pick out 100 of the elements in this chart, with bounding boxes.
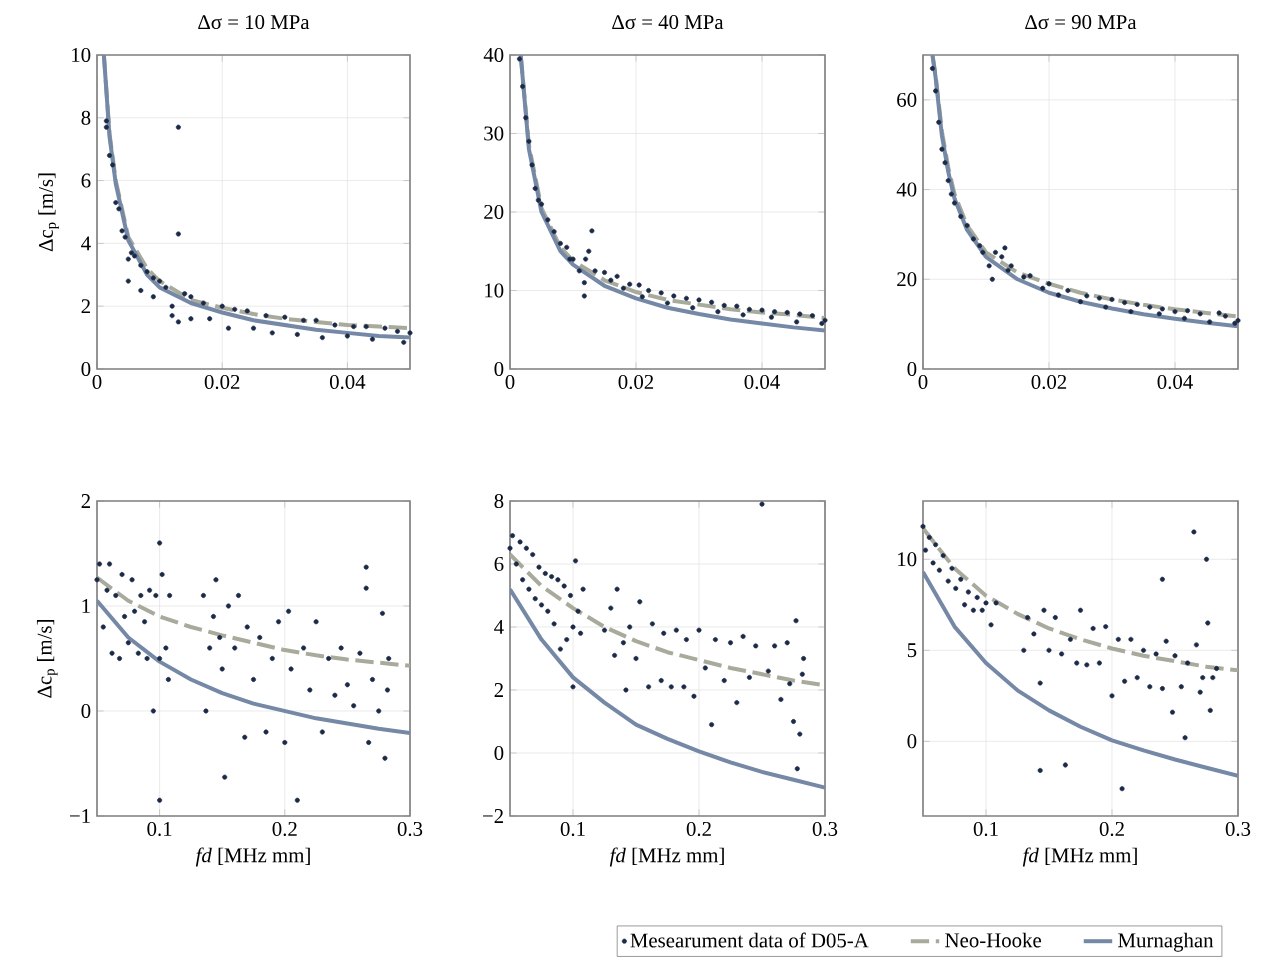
point — [532, 185, 538, 191]
point — [1027, 273, 1033, 279]
point — [301, 317, 307, 323]
point — [1021, 274, 1027, 280]
point — [351, 324, 357, 330]
x-tick-label: 0.1 — [973, 821, 998, 837]
point — [1008, 263, 1014, 269]
y-tick-label: 2 — [494, 683, 503, 697]
point — [948, 191, 954, 197]
point — [1040, 285, 1046, 291]
legend-label: Murnaghan — [1118, 932, 1214, 952]
point — [1096, 295, 1102, 301]
y-tick-label: 30 — [484, 126, 504, 141]
point — [576, 268, 582, 274]
point — [122, 234, 128, 240]
point — [933, 88, 939, 94]
point — [110, 162, 116, 168]
point — [269, 330, 275, 336]
x-tick-label: 0.2 — [272, 821, 297, 837]
point — [1159, 306, 1165, 312]
point — [1055, 292, 1061, 298]
point — [313, 317, 319, 323]
y-tick-label: 20 — [897, 272, 917, 287]
point — [715, 309, 721, 315]
y-tick-label: 2 — [81, 299, 90, 314]
point — [263, 313, 269, 319]
chart-title: Δσ = 40 MPa — [612, 15, 724, 30]
point — [945, 178, 951, 184]
y-tick-label: −2 — [483, 809, 503, 823]
point — [163, 284, 169, 290]
y-axis-title: Δc$_{p}$ [m/s] — [38, 173, 59, 252]
point — [690, 305, 696, 311]
point — [794, 319, 800, 325]
point — [169, 313, 175, 319]
point — [200, 300, 206, 306]
point — [294, 331, 300, 337]
point — [225, 325, 231, 331]
point — [671, 293, 677, 299]
point — [132, 253, 138, 259]
point — [759, 307, 765, 313]
line-series — [923, 570, 1238, 778]
point — [1078, 299, 1084, 305]
point — [772, 309, 778, 315]
point — [394, 328, 400, 334]
point — [809, 313, 815, 319]
point — [570, 256, 576, 262]
x-tick-label: 0.2 — [1099, 821, 1124, 837]
point — [175, 319, 181, 325]
y-tick-label: 6 — [81, 173, 91, 188]
point — [683, 295, 689, 301]
point — [1005, 267, 1011, 273]
point — [150, 294, 156, 300]
chart-title: Δσ = 10 MPa — [198, 15, 310, 30]
y-tick-label: −1 — [70, 809, 90, 823]
point — [581, 293, 587, 299]
point — [529, 162, 535, 168]
point — [232, 306, 238, 312]
y-tick-label: 40 — [896, 182, 917, 197]
point — [138, 262, 144, 268]
chart-title: Δσ = 90 MPa — [1025, 15, 1137, 30]
point — [986, 263, 992, 269]
point — [344, 333, 350, 339]
point — [1134, 301, 1140, 307]
x-axis-title: fd [MHz mm] — [1022, 847, 1137, 867]
point — [103, 124, 109, 130]
x-tick-label: 0 — [918, 374, 928, 389]
point — [219, 303, 225, 309]
point — [207, 316, 213, 322]
y-axis-title: Δc$_{p}$ [m/s] — [36, 620, 58, 698]
point — [740, 312, 746, 318]
y-tick-label: 0 — [494, 361, 504, 377]
point — [319, 335, 325, 341]
point — [602, 269, 608, 275]
y-tick-label: 10 — [485, 283, 504, 298]
y-tick-label: 10 — [72, 47, 91, 63]
point — [1046, 281, 1052, 287]
point — [282, 314, 288, 320]
x-tick-label: 0.3 — [1225, 821, 1251, 837]
point — [125, 256, 131, 262]
x-tick-label: 0.04 — [329, 374, 366, 390]
y-tick-label: 0 — [81, 703, 91, 719]
y-tick-label: 10 — [898, 552, 917, 567]
point — [103, 118, 109, 124]
point — [989, 276, 995, 282]
y-tick-label: 0 — [907, 361, 917, 377]
point — [627, 281, 633, 287]
point — [251, 325, 257, 331]
point — [734, 303, 740, 309]
point — [188, 316, 194, 322]
point — [116, 206, 122, 212]
x-axis-title: fd [MHz mm] — [609, 847, 724, 867]
point — [119, 228, 125, 234]
point — [709, 299, 715, 305]
x-tick-label: 0.2 — [686, 821, 711, 837]
point — [188, 294, 194, 300]
point — [545, 217, 551, 223]
point — [363, 324, 369, 330]
point — [658, 290, 664, 296]
point — [939, 146, 945, 152]
y-tick-label: 8 — [81, 110, 91, 125]
